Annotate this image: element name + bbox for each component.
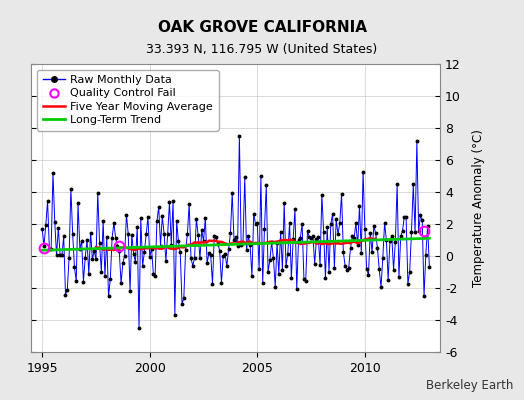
Y-axis label: Temperature Anomaly (°C): Temperature Anomaly (°C)	[472, 129, 485, 287]
Text: 33.393 N, 116.795 W (United States): 33.393 N, 116.795 W (United States)	[146, 44, 378, 56]
Legend: Raw Monthly Data, Quality Control Fail, Five Year Moving Average, Long-Term Tren: Raw Monthly Data, Quality Control Fail, …	[37, 70, 219, 131]
Text: OAK GROVE CALIFORNIA: OAK GROVE CALIFORNIA	[158, 20, 366, 36]
Text: Berkeley Earth: Berkeley Earth	[426, 379, 514, 392]
